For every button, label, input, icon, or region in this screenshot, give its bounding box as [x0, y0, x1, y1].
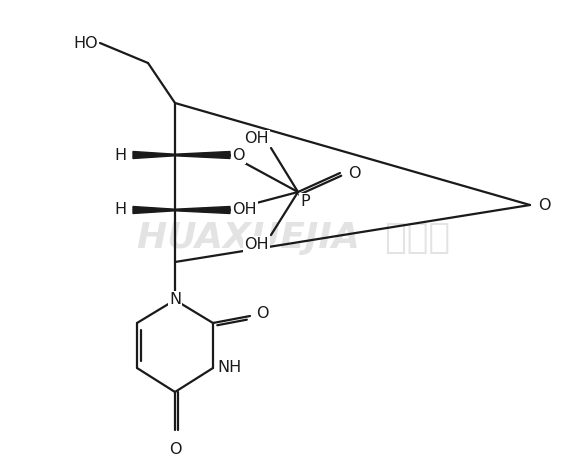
Text: HO: HO [73, 37, 98, 51]
Text: N: N [169, 292, 181, 307]
Text: P: P [300, 194, 309, 209]
Text: NH: NH [217, 360, 241, 376]
Polygon shape [133, 151, 175, 159]
Polygon shape [175, 207, 230, 214]
Text: O: O [168, 442, 181, 457]
Text: O: O [348, 166, 360, 180]
Text: OH: OH [232, 202, 257, 218]
Polygon shape [175, 151, 230, 159]
Text: H: H [115, 148, 127, 162]
Text: H: H [115, 202, 127, 218]
Text: OH: OH [244, 237, 269, 252]
Text: O: O [232, 148, 245, 162]
Text: O: O [256, 307, 268, 321]
Text: O: O [538, 198, 551, 212]
Text: OH: OH [244, 131, 269, 146]
Text: HUAXUEJIA  化学加: HUAXUEJIA 化学加 [137, 221, 450, 255]
Polygon shape [133, 207, 175, 214]
